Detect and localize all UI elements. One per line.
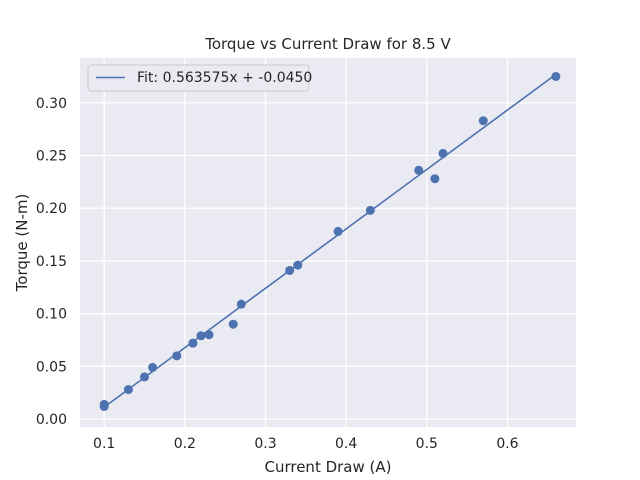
data-point: [430, 174, 440, 184]
fit-line: [103, 73, 557, 408]
x-axis-label: Current Draw (A): [264, 458, 391, 476]
data-point: [293, 260, 303, 270]
chart-title: Torque vs Current Draw for 8.5 V: [204, 35, 451, 53]
y-tick-label: 0.05: [36, 359, 67, 375]
data-point: [172, 351, 182, 361]
data-point: [228, 319, 238, 329]
x-tick-label: 0.5: [416, 436, 438, 452]
data-points: [99, 71, 561, 411]
legend: Fit: 0.563575x + -0.0450: [87, 64, 312, 92]
data-point: [99, 399, 109, 409]
y-tick-label: 0.00: [36, 412, 67, 428]
data-point: [148, 362, 158, 372]
y-tick-label: 0.15: [36, 254, 67, 270]
x-tick-label: 0.3: [254, 436, 276, 452]
data-point: [204, 330, 214, 340]
x-tick-label: 0.4: [335, 436, 357, 452]
y-tick-label: 0.20: [36, 201, 67, 217]
x-tick-labels: 0.1 0.2 0.3 0.4 0.5 0.6: [93, 436, 519, 452]
data-point: [333, 226, 343, 236]
data-point: [196, 331, 206, 341]
y-tick-label: 0.10: [36, 307, 67, 323]
grid: [80, 58, 576, 427]
data-point: [551, 71, 561, 81]
fit-line-group: [103, 73, 557, 408]
data-point: [478, 116, 488, 126]
data-point: [438, 148, 448, 158]
x-tick-label: 0.6: [496, 436, 518, 452]
data-point: [414, 165, 424, 175]
y-axis-label: Torque (N-m): [13, 194, 31, 293]
y-tick-labels: 0.00 0.05 0.10 0.15 0.20 0.25 0.30: [36, 96, 67, 428]
data-point: [188, 338, 198, 348]
data-point: [236, 299, 246, 309]
data-point: [140, 372, 150, 382]
y-tick-label: 0.25: [36, 149, 67, 165]
x-tick-label: 0.2: [174, 436, 196, 452]
data-point: [123, 385, 133, 395]
data-point: [285, 265, 295, 275]
legend-label: Fit: 0.563575x + -0.0450: [137, 70, 312, 86]
data-point: [365, 205, 375, 215]
y-tick-label: 0.30: [36, 96, 67, 112]
legend-box: [87, 64, 310, 92]
x-tick-label: 0.1: [93, 436, 115, 452]
